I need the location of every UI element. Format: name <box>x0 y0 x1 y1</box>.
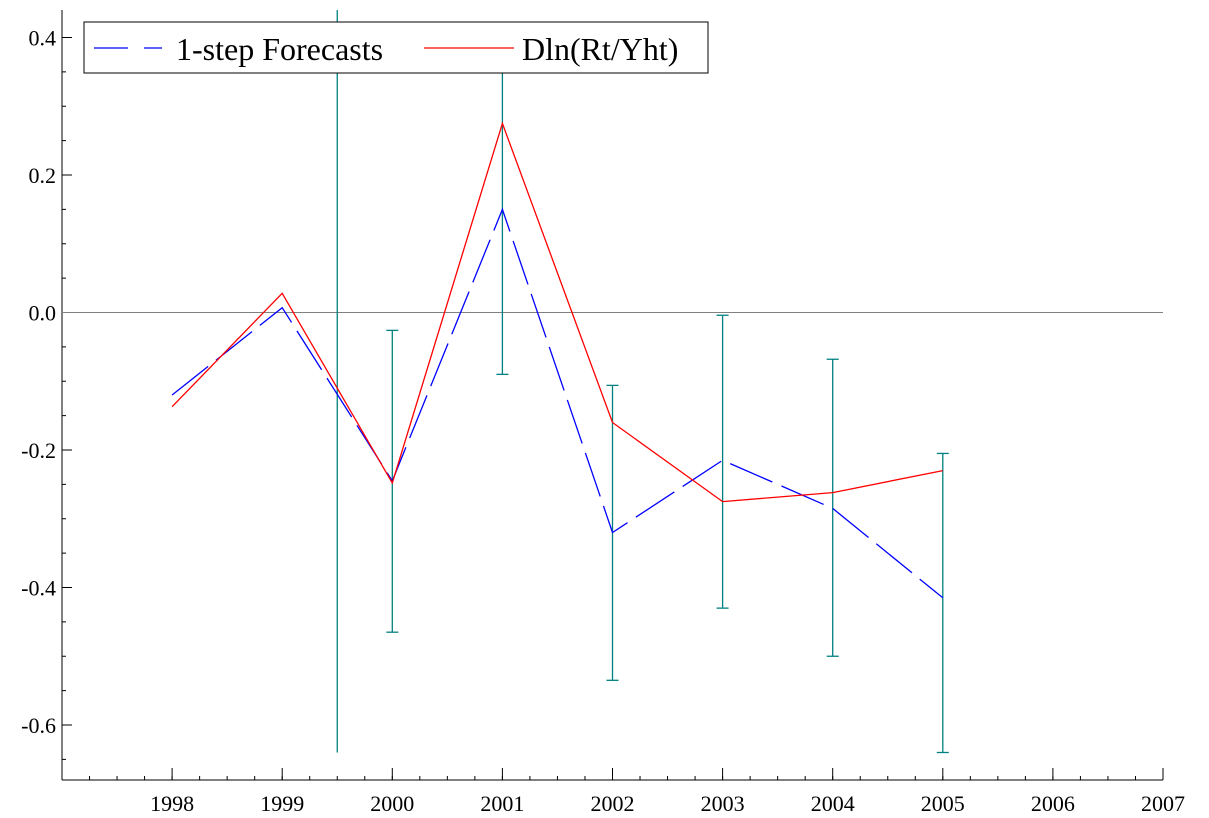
x-tick-label: 2005 <box>921 791 965 816</box>
y-tick-label: 0.2 <box>29 163 57 188</box>
y-tick-label: 0.0 <box>29 301 57 326</box>
x-tick-label: 1999 <box>260 791 304 816</box>
series-lines <box>171 121 944 599</box>
x-tick-label: 2000 <box>370 791 414 816</box>
error-bars <box>336 10 949 754</box>
axes: 0.4 0.2 0.0 -0.2 -0.4 -0.6 1998 1999 2000 2001 200… <box>21 10 1185 816</box>
y-tick-label: -0.6 <box>21 713 56 738</box>
actual-series-line <box>171 121 943 503</box>
x-tick-label: 2004 <box>811 791 855 816</box>
legend-box <box>83 21 709 74</box>
legend: 1-step Forecasts Dln(Rt/Yht) <box>83 21 709 74</box>
y-tick-label: 0.4 <box>29 26 57 51</box>
y-tick-label: -0.4 <box>21 576 56 601</box>
legend-label-actual: Dln(Rt/Yht) <box>522 31 678 67</box>
forecast-series-line <box>171 207 944 599</box>
x-tick-label: 1998 <box>150 791 194 816</box>
y-tick-label: -0.2 <box>21 438 56 463</box>
x-tick-label: 2001 <box>480 791 524 816</box>
x-tick-label: 2002 <box>591 791 635 816</box>
x-tick-label: 2007 <box>1141 791 1185 816</box>
legend-label-forecasts: 1-step Forecasts <box>176 31 383 67</box>
x-tick-label: 2006 <box>1031 791 1075 816</box>
x-tick-label: 2003 <box>701 791 745 816</box>
